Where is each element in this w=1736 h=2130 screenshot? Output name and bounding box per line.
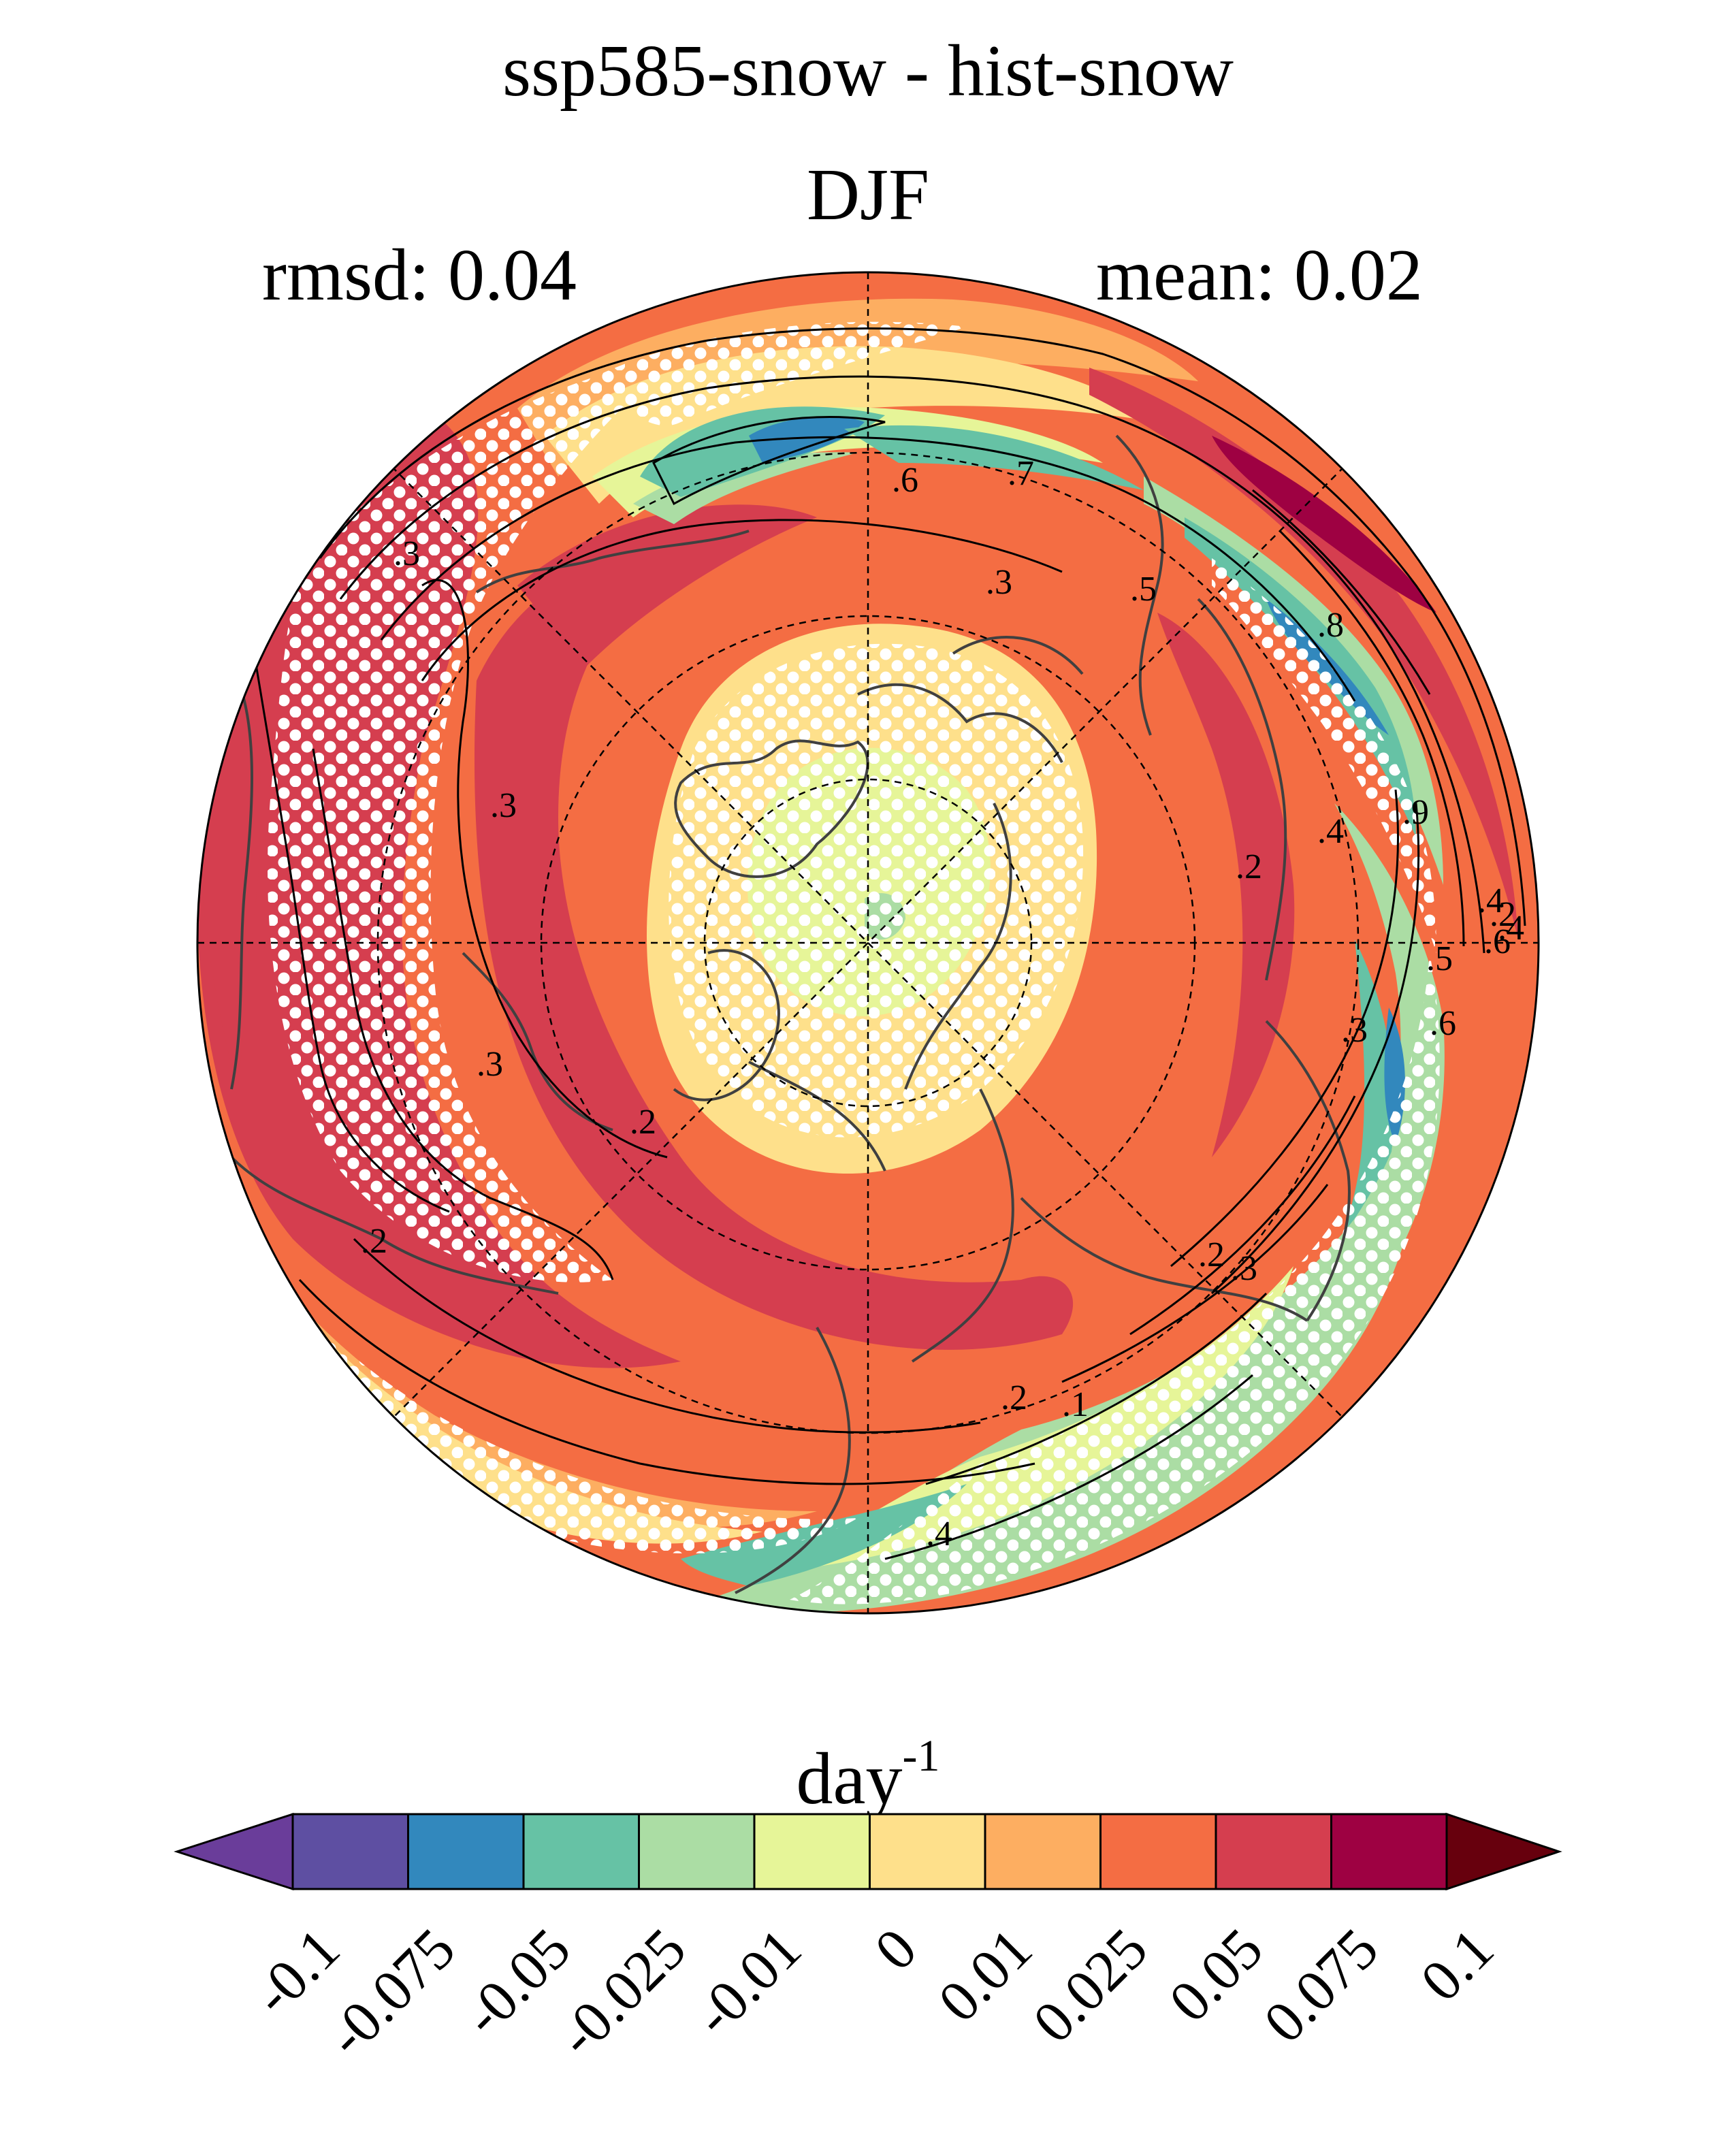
colorbar-tick-label: 0.05 xyxy=(1157,1916,1275,2034)
colorbar-box xyxy=(291,1813,409,1890)
contour-label: .2 xyxy=(630,1103,656,1142)
colorbar-tick-label: 0.1 xyxy=(1408,1916,1506,2014)
contour-labels: .7.6.5.3.3.3.3.2.2.2.2.1.8.9.4.4.5.6.2.3… xyxy=(361,454,1524,1553)
colorbar-tick-label: 0 xyxy=(862,1916,929,1982)
contour-label: .9 xyxy=(1402,793,1429,832)
colorbar-box xyxy=(1330,1813,1448,1890)
colorbar-box xyxy=(984,1813,1102,1890)
rmsd-label: rmsd: 0.04 xyxy=(262,235,577,316)
colorbar-tick-label: 0.01 xyxy=(926,1916,1044,2034)
colorbar-box xyxy=(869,1813,986,1890)
unit-base: day xyxy=(796,1739,903,1820)
contour-label: .3 xyxy=(1231,1249,1257,1288)
colorbar-tick-label: -0.025 xyxy=(545,1916,698,2069)
colorbar-boxes xyxy=(174,1812,1562,1891)
contour-label: .3 xyxy=(490,786,517,825)
significance-stipple xyxy=(204,321,1440,1604)
coastlines xyxy=(230,434,1351,1594)
colorbar-over-triangle xyxy=(1445,1812,1562,1891)
colorbar-box xyxy=(753,1813,871,1890)
contour-label: .6 xyxy=(892,461,918,500)
contour-label: .3 xyxy=(393,534,420,573)
contour-label: .4 xyxy=(1477,882,1504,920)
contour-label: .3 xyxy=(477,1045,503,1084)
contour-label: .2 xyxy=(1490,895,1516,934)
colorbar: -0.1-0.075-0.05-0.025-0.01 00.010.0250.05… xyxy=(174,1812,1562,2069)
contour-label: .4 xyxy=(1498,909,1524,948)
colorbar-box xyxy=(407,1813,525,1890)
colorbar-tick-label: 0.025 xyxy=(1020,1916,1160,2055)
contour-label: .2 xyxy=(1198,1236,1225,1274)
map-boundary xyxy=(196,271,1540,1615)
contour-label: .5 xyxy=(1130,570,1157,609)
chart-title: ssp585-snow - hist-snow xyxy=(502,31,1234,112)
mean-label: mean: 0.02 xyxy=(1096,235,1423,316)
contour-label: .8 xyxy=(1317,606,1344,645)
colorbar-tick-labels: -0.1-0.075-0.05-0.025-0.01 00.010.0250.05… xyxy=(240,1916,1506,2069)
contour-label: .3 xyxy=(1341,1011,1368,1050)
colorbar-tick-label: 0.075 xyxy=(1251,1916,1391,2055)
contour-label: .1 xyxy=(1062,1385,1089,1424)
graticule xyxy=(197,272,1539,1613)
contour-label: .4 xyxy=(1317,812,1344,851)
contour-label: .2 xyxy=(1236,848,1262,886)
colorbar-box xyxy=(522,1813,640,1890)
colorbar-tick-label: -0.01 xyxy=(681,1916,814,2048)
contour-label: .4 xyxy=(926,1515,952,1553)
unit-exponent: -1 xyxy=(902,1731,940,1781)
contour-label: .2 xyxy=(1001,1378,1027,1417)
contours xyxy=(244,327,1526,1560)
colorbar-tick-label: -0.075 xyxy=(315,1916,468,2069)
colorbar-box xyxy=(638,1813,756,1890)
contour-label: .2 xyxy=(361,1222,387,1261)
colorbar-box xyxy=(1215,1813,1332,1890)
polar-map: .7.6.5.3.3.3.3.2.2.2.2.1.8.9.4.4.5.6.2.3… xyxy=(196,271,1540,1615)
colorbar-unit: day-1 xyxy=(0,1715,1736,1820)
contour-label: .5 xyxy=(1426,939,1453,978)
colorbar-under-triangle xyxy=(174,1812,294,1891)
season-label: DJF xyxy=(806,155,930,236)
contour-label: .6 xyxy=(1430,1004,1456,1043)
contour-label: .3 xyxy=(986,563,1012,602)
contour-label: .6 xyxy=(1484,922,1511,961)
contour-label: .7 xyxy=(1008,454,1034,493)
colorbar-box xyxy=(1099,1813,1217,1890)
